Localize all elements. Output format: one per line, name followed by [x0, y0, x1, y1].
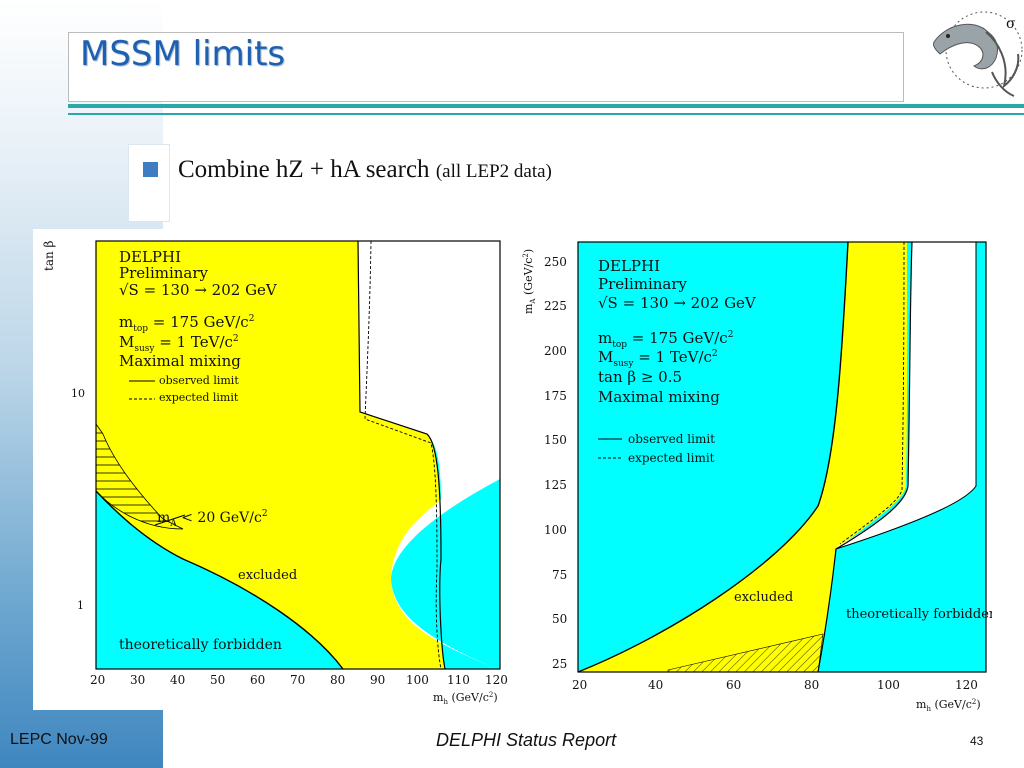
legend-observed: observed limit [159, 374, 239, 387]
annot-excluded: excluded [734, 590, 793, 605]
bullet-panel [128, 144, 170, 222]
observed-limit-edge [817, 241, 913, 673]
legend-expected: expected limit [628, 451, 715, 465]
x-tick: 80 [330, 673, 345, 687]
x-tick: 120 [955, 678, 978, 692]
annot-excluded: excluded [238, 568, 297, 583]
x-tick: 80 [804, 678, 819, 692]
x-tick: 30 [130, 673, 145, 687]
allowed-region [836, 242, 976, 549]
legend-experiment: DELPHI [598, 257, 660, 275]
y-axis-label: mA (GeV/c2) [522, 249, 537, 314]
bullet-text: Combine hZ + hA search (all LEP2 data) [178, 156, 552, 184]
title-rule-bottom [68, 113, 1024, 115]
y-tick: 100 [544, 523, 567, 537]
y-axis-label: tan β [42, 240, 56, 271]
y-tick: 75 [552, 568, 567, 582]
annot-forbidden: theoretically forbidden [119, 637, 282, 653]
x-tick: 40 [648, 678, 663, 692]
legend-mixing: Maximal mixing [119, 352, 241, 370]
legend-experiment: DELPHI [119, 248, 181, 266]
annot-forbidden: theoretically forbidden [846, 607, 992, 622]
bullet-sub-text: (all LEP2 data) [435, 161, 552, 182]
legend-expected: expected limit [159, 391, 239, 404]
legend-msusy: Msusy = 1 TeV/c2 [119, 333, 239, 354]
footer-center-title: DELPHI Status Report [436, 730, 617, 750]
x-tick: 100 [406, 673, 429, 687]
x-tick: 40 [170, 673, 185, 687]
legend-mtop: mtop = 175 GeV/c2 [598, 329, 733, 350]
legend-energy: √S = 130 → 202 GeV [598, 294, 757, 312]
bullet-square-icon [143, 162, 158, 177]
x-tick: 20 [90, 673, 105, 687]
observed-limit-edge [357, 240, 446, 670]
x-axis-label: mh (GeV/c2) [916, 698, 981, 713]
page-number: 43 [970, 734, 984, 748]
expected-limit-line [839, 241, 905, 545]
footer-left-label: LEPC Nov-99 [10, 731, 108, 748]
legend-mixing: Maximal mixing [598, 388, 720, 406]
plot-ma-vs-mh: mA (GeV/c2) 250 225 200 175 150 125 100 … [518, 236, 998, 714]
x-tick: 60 [250, 673, 265, 687]
legend-status: Preliminary [598, 275, 688, 293]
y-tick: 50 [552, 612, 567, 626]
x-tick: 50 [210, 673, 225, 687]
dolphin-logo-icon: σ [933, 11, 1023, 97]
annot-ma: mA < 20 GeV/c2 [157, 509, 268, 529]
excluded-region [96, 241, 445, 669]
observed-limit-line [577, 241, 849, 673]
slide-title: MSSM limits [80, 34, 286, 74]
title-frame [68, 32, 904, 102]
expected-limit-line [364, 240, 442, 670]
legend-observed: observed limit [628, 432, 715, 446]
forbidden-region-right [391, 479, 500, 669]
y-tick: 175 [544, 389, 567, 403]
y-tick: 25 [552, 657, 567, 671]
x-tick: 100 [877, 678, 900, 692]
y-tick-10: 10 [71, 387, 85, 400]
y-tick: 225 [544, 299, 567, 313]
legend-tanbeta: tan β ≥ 0.5 [598, 368, 682, 386]
x-tick: 90 [370, 673, 385, 687]
y-tick: 200 [544, 344, 567, 358]
plot-frame [577, 241, 987, 673]
svg-text:σ: σ [1006, 16, 1016, 32]
y-tick: 125 [544, 478, 567, 492]
x-tick: 60 [726, 678, 741, 692]
plot-frame [95, 240, 501, 670]
y-tick: 250 [544, 255, 567, 269]
excluded-region [578, 242, 908, 672]
observed-limit-line [95, 490, 344, 670]
x-tick: 120 [485, 673, 508, 687]
x-tick: 70 [290, 673, 305, 687]
y-tick: 150 [544, 433, 567, 447]
x-axis-label: mh (GeV/c2) [433, 691, 498, 706]
upper-boundary-line [835, 242, 977, 550]
legend-block: DELPHI Preliminary √S = 130 → 202 GeV mt… [119, 248, 278, 404]
annot-arrow [154, 514, 186, 526]
hatched-region [95, 422, 184, 530]
legend-status: Preliminary [119, 264, 209, 282]
legend-energy: √S = 130 → 202 GeV [119, 281, 278, 299]
y-tick-1: 1 [77, 599, 84, 612]
legend-mtop: mtop = 175 GeV/c2 [119, 313, 254, 334]
title-rule-top [68, 104, 1024, 108]
x-tick: 110 [447, 673, 470, 687]
bullet-main-text: Combine hZ + hA search [178, 156, 436, 183]
plot-tanbeta-vs-mh: tan β 10 1 20 30 40 50 60 70 80 90 100 1… [33, 229, 517, 710]
legend-block: DELPHI Preliminary √S = 130 → 202 GeV mt… [598, 257, 757, 465]
x-tick: 20 [572, 678, 587, 692]
legend-msusy: Msusy = 1 TeV/c2 [598, 348, 718, 369]
